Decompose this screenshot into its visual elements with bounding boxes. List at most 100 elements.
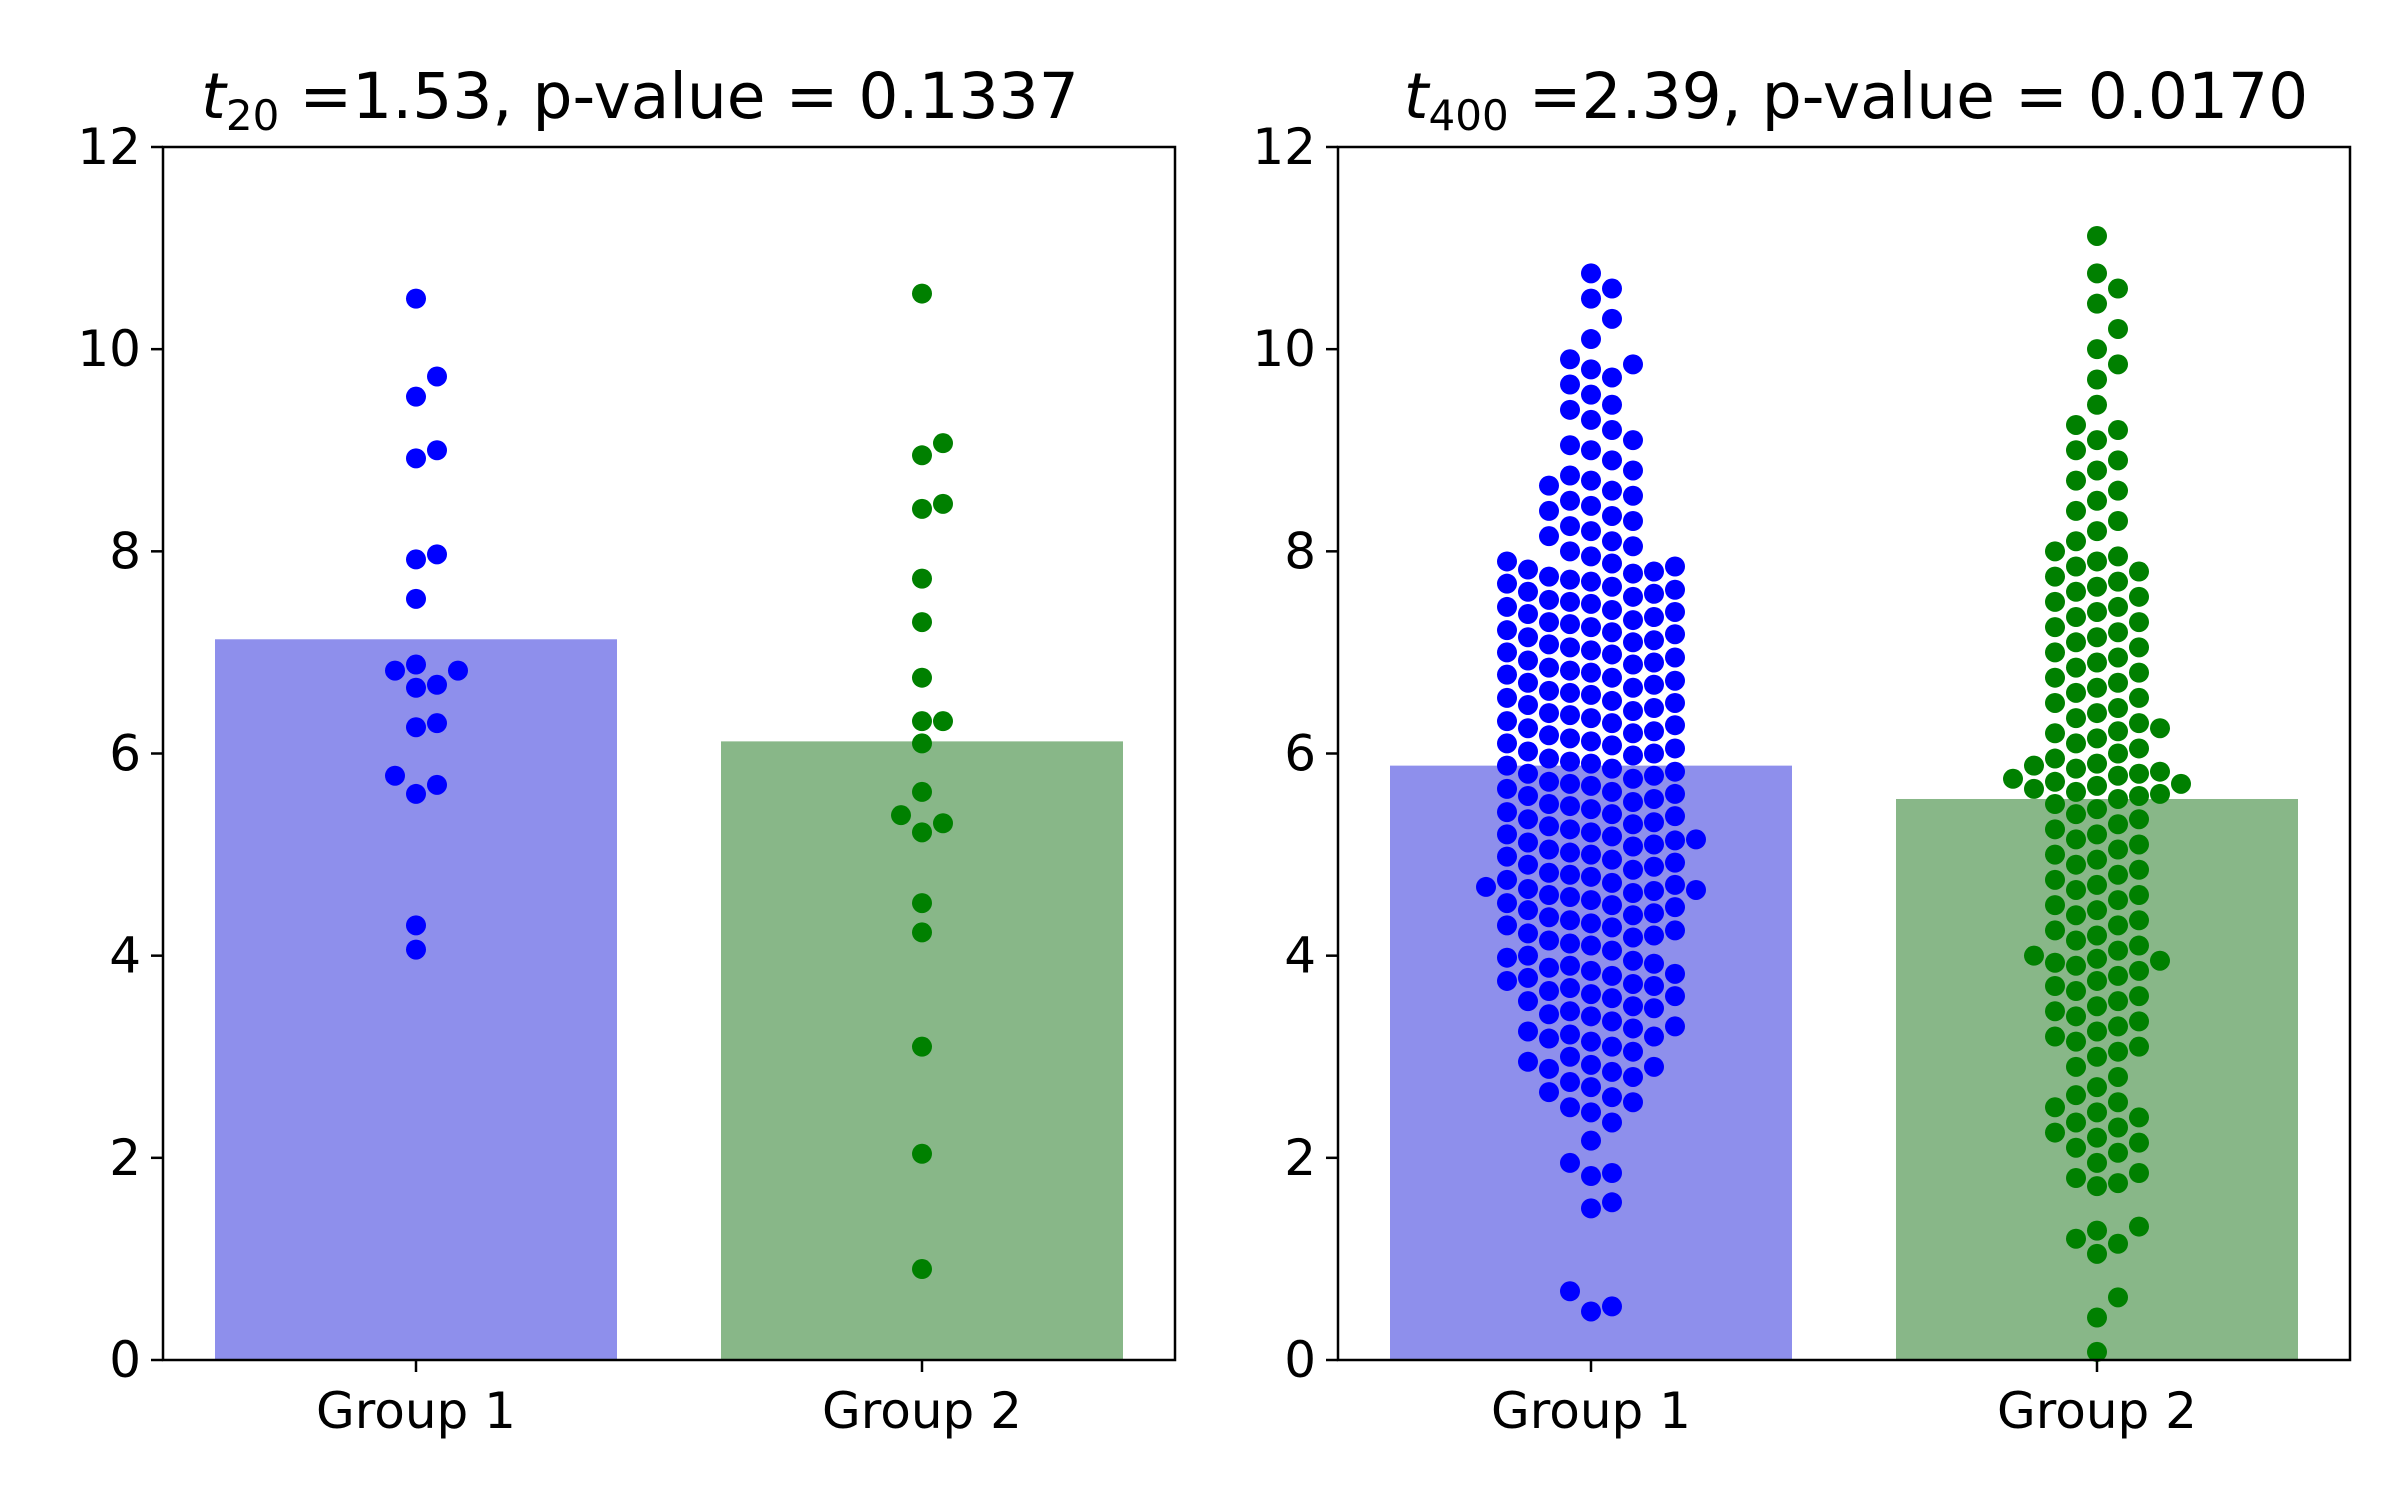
right-point-group-2 (2108, 546, 2128, 567)
right-point-group-2 (2066, 1056, 2086, 1077)
right-point-group-1 (1497, 687, 1517, 708)
right-point-group-1 (1665, 806, 1685, 827)
right-point-group-2 (2108, 480, 2128, 501)
right-point-group-1 (1623, 723, 1643, 744)
right-point-group-1 (1539, 500, 1559, 521)
right-point-group-2 (2108, 354, 2128, 375)
right-point-group-2 (2045, 844, 2065, 865)
right-point-group-1 (1665, 897, 1685, 918)
right-point-group-1 (1623, 536, 1643, 557)
right-point-group-1 (1602, 1112, 1622, 1133)
right-point-group-2 (2108, 965, 2128, 986)
right-point-group-1 (1644, 743, 1664, 764)
right-point-group-1 (1602, 644, 1622, 665)
right-point-group-2 (2108, 743, 2128, 764)
right-point-group-2 (2045, 952, 2065, 973)
right-point-group-1 (1581, 708, 1601, 729)
right-point-group-1 (1602, 308, 1622, 329)
right-point-group-2 (2087, 521, 2107, 542)
right-point-group-1 (1581, 384, 1601, 405)
left-point-group-2 (912, 1143, 932, 1164)
right-point-group-1 (1560, 660, 1580, 681)
right-point-group-2 (2108, 318, 2128, 339)
right-point-group-2 (2045, 591, 2065, 612)
right-point-group-1 (1497, 551, 1517, 572)
right-point-group-2 (2108, 915, 2128, 936)
right-point-group-2 (2129, 1162, 2149, 1183)
right-title-subscript: 400 (1429, 91, 1509, 140)
right-point-group-2 (2045, 617, 2065, 638)
right-point-group-1 (1518, 832, 1538, 853)
right-point-group-1 (1623, 1018, 1643, 1039)
right-point-group-1 (1602, 917, 1622, 938)
right-point-group-2 (2087, 1152, 2107, 1173)
right-point-group-2 (2024, 755, 2044, 776)
right-point-group-1 (1665, 670, 1685, 691)
right-point-group-2 (2087, 339, 2107, 360)
right-ytick-label: 12 (1252, 118, 1316, 176)
right-point-group-2 (2129, 1216, 2149, 1237)
right-point-group-1 (1602, 1087, 1622, 1108)
right-point-group-1 (1602, 667, 1622, 688)
right-point-group-1 (1581, 1166, 1601, 1187)
right-point-group-1 (1581, 440, 1601, 461)
right-point-group-1 (1539, 748, 1559, 769)
right-point-group-2 (2129, 834, 2149, 855)
right-point-group-1 (1497, 869, 1517, 890)
right-ytick-label: 8 (1284, 522, 1316, 580)
right-point-group-1 (1665, 738, 1685, 759)
right-point-group-1 (1602, 599, 1622, 620)
right-point-group-1 (1665, 601, 1685, 622)
right-point-group-1 (1560, 864, 1580, 885)
right-point-group-1 (1665, 579, 1685, 600)
right-point-group-2 (2066, 1228, 2086, 1249)
right-point-group-2 (2129, 960, 2149, 981)
right-point-group-1 (1581, 571, 1601, 592)
right-point-group-1 (1560, 887, 1580, 908)
right-point-group-1 (1602, 278, 1622, 299)
right-point-group-2 (2087, 1127, 2107, 1148)
right-point-group-2 (2087, 1341, 2107, 1362)
right-point-group-2 (2045, 642, 2065, 663)
right-point-group-2 (2087, 703, 2107, 724)
right-point-group-2 (2129, 885, 2149, 906)
right-point-group-1 (1560, 1046, 1580, 1067)
right-point-group-1 (1518, 878, 1538, 899)
left-points (385, 283, 953, 1280)
right-point-group-1 (1644, 812, 1664, 833)
right-point-group-1 (1602, 735, 1622, 756)
right-point-group-1 (1560, 516, 1580, 537)
right-point-group-1 (1665, 761, 1685, 782)
right-point-group-1 (1497, 664, 1517, 685)
right-point-group-1 (1560, 435, 1580, 456)
right-point-group-1 (1644, 880, 1664, 901)
right-point-group-2 (2087, 925, 2107, 946)
right-point-group-1 (1581, 359, 1601, 380)
right-point-group-2 (2045, 1001, 2065, 1022)
right-point-group-1 (1560, 374, 1580, 395)
right-point-group-2 (2129, 1011, 2149, 1032)
right-point-group-1 (1497, 802, 1517, 823)
right-point-group-1 (1602, 895, 1622, 916)
left-point-group-1 (406, 448, 426, 469)
left-point-group-1 (385, 765, 405, 786)
right-point-group-1 (1581, 984, 1601, 1005)
right-point-group-1 (1581, 288, 1601, 309)
left-chart-title: t20 =1.53, p-value = 0.1337 (201, 60, 1079, 140)
right-point-group-1 (1539, 816, 1559, 837)
right-point-group-1 (1581, 684, 1601, 705)
right-point-group-1 (1539, 566, 1559, 587)
right-point-group-1 (1581, 329, 1601, 350)
right-point-group-1 (1560, 796, 1580, 817)
left-point-group-1 (406, 783, 426, 804)
right-point-group-1 (1539, 930, 1559, 951)
left-xtick-label-group-2: Group 2 (822, 1382, 1022, 1440)
right-point-group-1 (1644, 561, 1664, 582)
right-point-group-2 (2108, 622, 2128, 643)
right-point-group-1 (1665, 715, 1685, 736)
right-point-group-2 (2108, 1173, 2128, 1194)
right-point-group-1 (1581, 1031, 1601, 1052)
left-ytick-label: 4 (109, 927, 141, 985)
right-point-group-1 (1560, 490, 1580, 511)
left-point-group-1 (427, 674, 447, 695)
